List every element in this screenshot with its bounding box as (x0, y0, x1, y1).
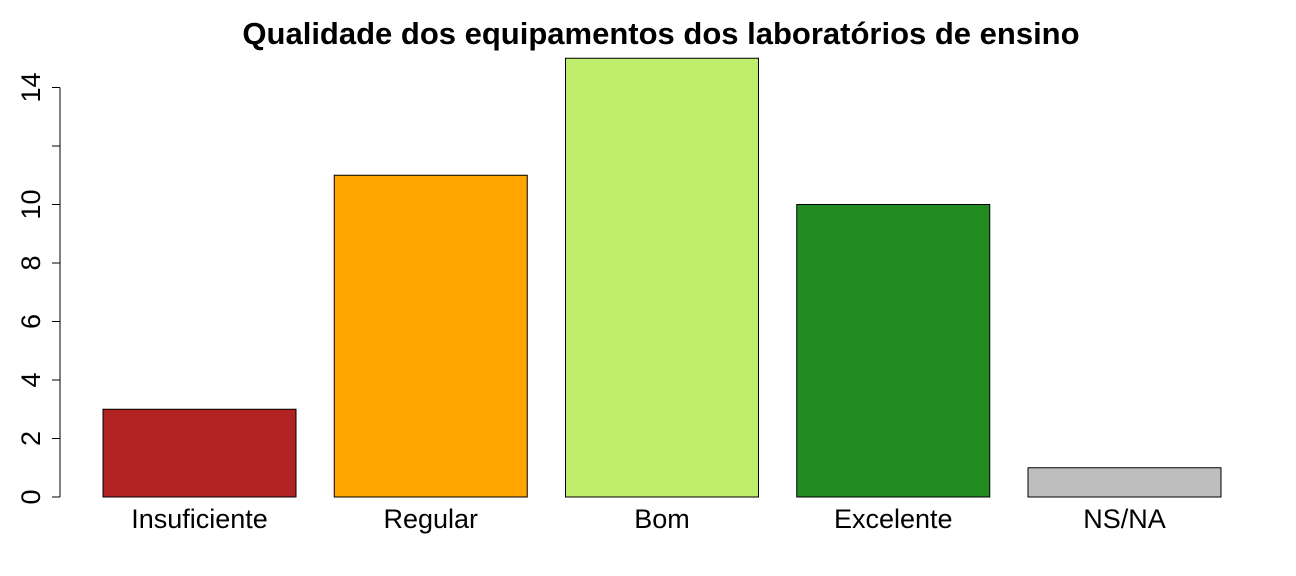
bar-insuficiente (102, 408, 297, 498)
x-category-label: Bom (634, 504, 690, 534)
bar-ns-na (1027, 467, 1222, 498)
x-category-label: Excelente (834, 504, 953, 534)
y-tick-label: 4 (16, 372, 46, 387)
bar-regular (333, 174, 528, 498)
category-labels: Insuficiente Regular Bom Excelente NS/NA (131, 504, 1166, 534)
y-tick-label: 8 (16, 255, 46, 270)
y-axis-ticks: 0 2 4 6 8 10 14 (16, 72, 60, 505)
bars-group (102, 57, 1222, 498)
y-tick-label: 2 (16, 431, 46, 446)
bar-excelente (796, 204, 991, 498)
x-category-label: Insuficiente (131, 504, 268, 534)
bar-bom (565, 57, 759, 498)
chart-title: Qualidade dos equipamentos dos laboratór… (242, 16, 1079, 51)
x-category-label: Regular (383, 504, 478, 534)
y-tick-label: 6 (16, 314, 46, 329)
y-tick-label: 0 (16, 489, 46, 504)
y-tick-label: 14 (16, 72, 46, 102)
y-tick-label: 10 (16, 189, 46, 219)
x-category-label: NS/NA (1083, 504, 1166, 534)
